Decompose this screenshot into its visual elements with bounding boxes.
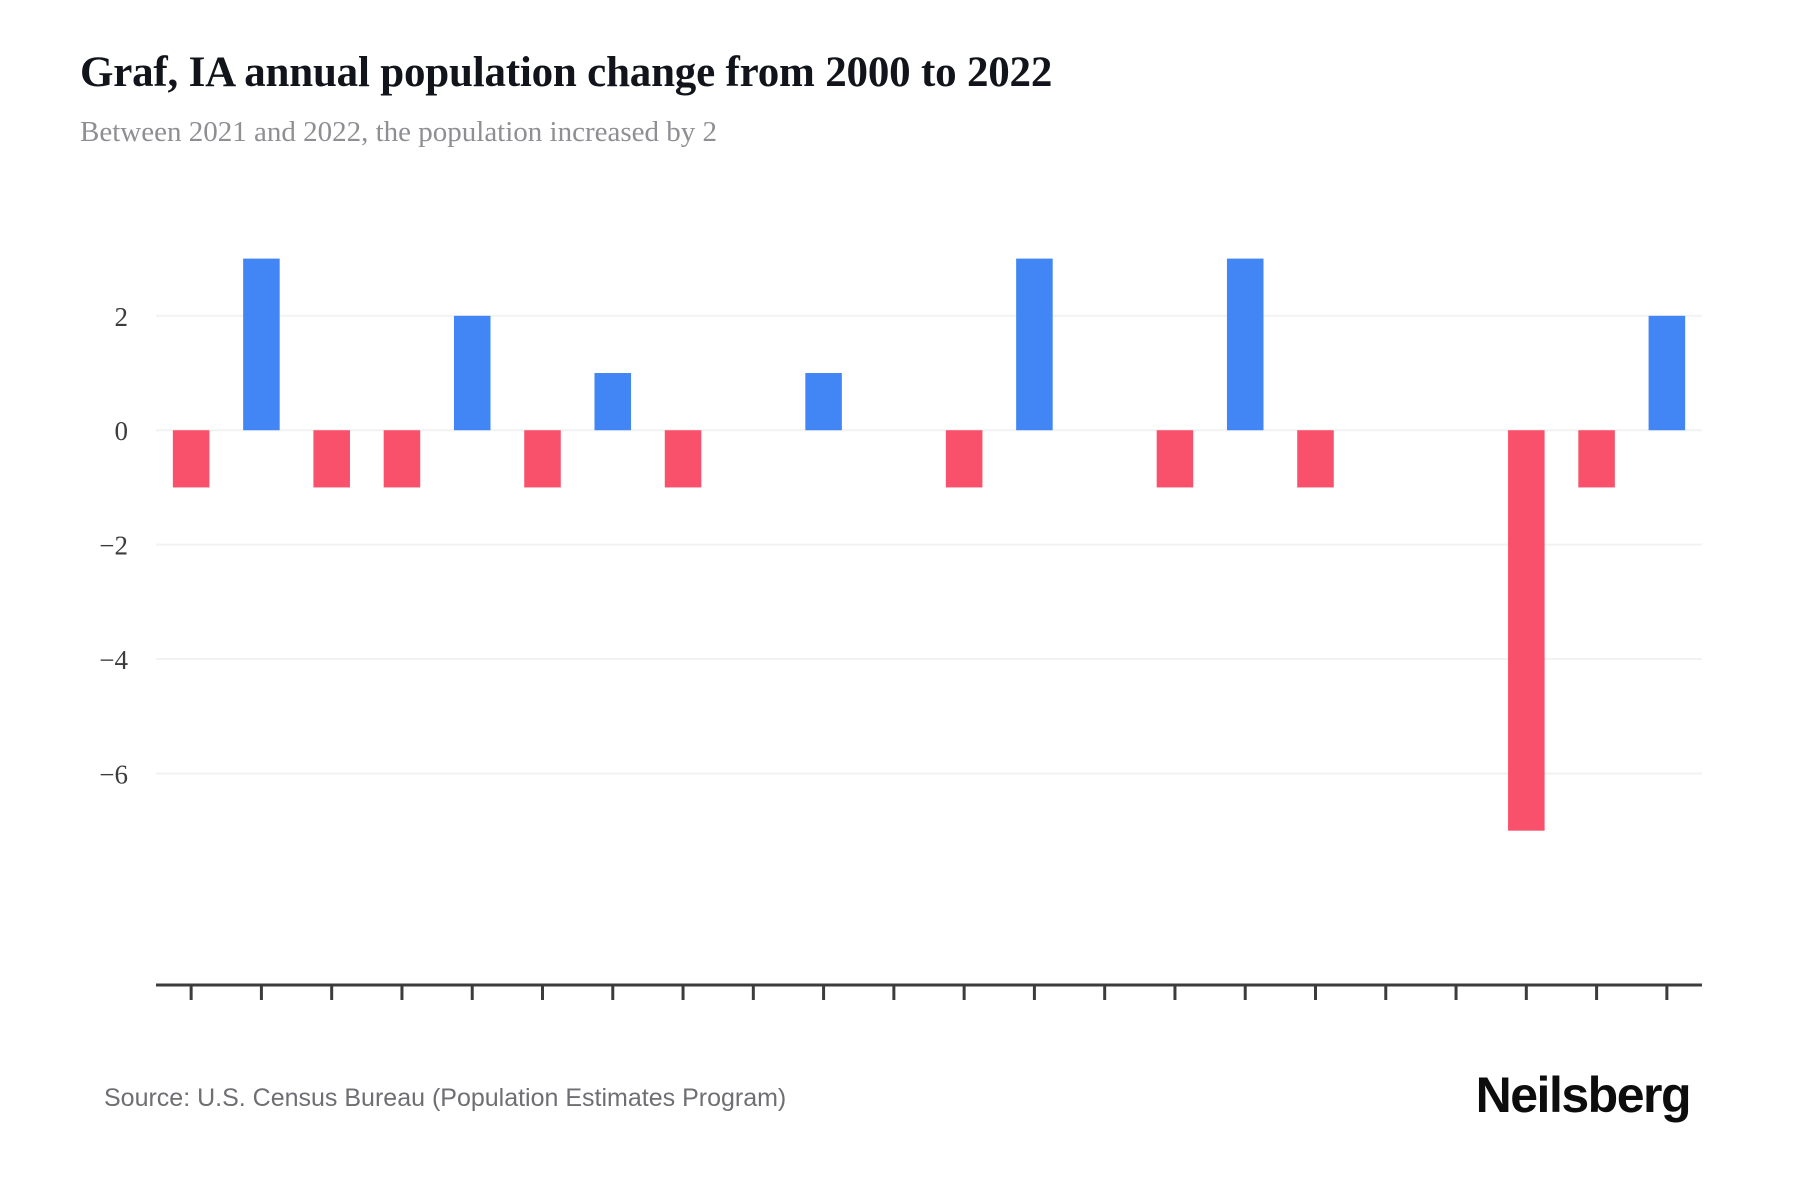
bar-2021[interactable]	[1578, 430, 1615, 488]
bar-2017[interactable]	[1297, 430, 1334, 488]
gridlines	[156, 314, 1702, 775]
bar-2001[interactable]	[172, 430, 210, 488]
bar-2015[interactable]	[1156, 430, 1194, 488]
y-axis-tick-label: −2	[99, 531, 128, 561]
y-axis-tick-label: 2	[115, 302, 129, 332]
y-axis-tick-label: −6	[99, 759, 128, 789]
bar-2005[interactable]	[453, 315, 491, 431]
chart-header: Graf, IA annual population change from 2…	[80, 48, 1680, 150]
page-title: Graf, IA annual population change from 2…	[80, 49, 1053, 96]
bar-2006[interactable]	[524, 430, 561, 488]
x-axis: 2001200220032004200520062007200820092010…	[156, 983, 1702, 1000]
y-axis-tick-label: −4	[99, 645, 128, 675]
chart-plot-area: 2 0 −2 −4 −6 2001200220032004200520062007200…	[0, 200, 1800, 1000]
bar-2020[interactable]	[1508, 430, 1545, 831]
bars-group	[172, 258, 1686, 831]
bar-2010[interactable]	[805, 373, 842, 431]
brand-logo: Neilsberg	[1475, 1067, 1692, 1123]
bar-2008[interactable]	[664, 430, 702, 488]
bar-2013[interactable]	[1016, 258, 1053, 431]
bar-2022[interactable]	[1648, 315, 1686, 431]
y-axis-tick-label: 0	[115, 416, 129, 446]
bar-2012[interactable]	[945, 430, 983, 488]
bar-2016[interactable]	[1226, 258, 1264, 431]
y-axis: 2 0 −2 −4 −6	[99, 302, 128, 790]
bar-2007[interactable]	[594, 373, 632, 431]
chart-footer: Source: U.S. Census Bureau (Population E…	[0, 1060, 1800, 1160]
bar-2002[interactable]	[243, 258, 280, 431]
source-note: Source: U.S. Census Bureau (Population E…	[104, 1084, 787, 1112]
bar-2003[interactable]	[313, 430, 350, 488]
bar-chart-svg: 2 0 −2 −4 −6 2001200220032004200520062007200…	[99, 258, 1702, 1000]
bar-2004[interactable]	[383, 430, 421, 488]
chart-subtitle: Between 2021 and 2022, the population in…	[80, 116, 718, 149]
